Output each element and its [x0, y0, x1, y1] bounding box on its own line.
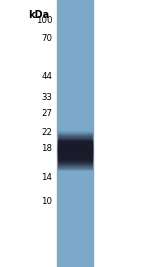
Text: 27: 27	[42, 109, 52, 118]
Text: 70: 70	[42, 34, 52, 43]
Bar	[58, 140, 92, 143]
Text: kDa: kDa	[28, 10, 50, 20]
Text: 14: 14	[42, 173, 52, 182]
Bar	[58, 163, 92, 166]
Bar	[58, 142, 92, 144]
Text: 33: 33	[42, 93, 52, 102]
Bar	[58, 139, 92, 142]
Bar	[58, 161, 92, 164]
Bar	[58, 144, 92, 147]
Bar	[58, 158, 92, 161]
Bar	[58, 137, 92, 139]
Bar	[58, 164, 92, 167]
Bar	[58, 138, 92, 140]
Bar	[58, 159, 92, 162]
Bar	[58, 155, 92, 158]
Bar	[58, 133, 92, 136]
Text: 44: 44	[42, 72, 52, 81]
Bar	[58, 135, 92, 138]
Bar	[58, 155, 92, 157]
Bar	[58, 131, 92, 134]
Bar	[58, 157, 92, 160]
Bar	[58, 148, 92, 151]
Bar	[58, 153, 92, 155]
Bar	[58, 143, 92, 146]
Bar	[58, 149, 92, 152]
Bar	[58, 166, 92, 168]
Bar	[58, 139, 92, 141]
Bar	[58, 156, 92, 159]
Bar	[58, 132, 92, 135]
Bar	[58, 160, 92, 163]
Text: 18: 18	[42, 144, 52, 153]
Bar	[58, 167, 92, 170]
Bar	[58, 168, 92, 170]
Bar	[58, 152, 92, 154]
Bar	[58, 145, 92, 148]
Text: 10: 10	[42, 197, 52, 206]
Bar	[58, 151, 92, 154]
Text: 100: 100	[36, 15, 52, 25]
Bar	[58, 134, 92, 136]
Bar	[58, 150, 92, 152]
Bar	[62, 0, 88, 267]
Text: 22: 22	[42, 128, 52, 137]
Bar	[57, 0, 93, 267]
Bar	[58, 162, 92, 165]
Bar	[58, 146, 92, 149]
Bar	[58, 154, 92, 156]
Bar	[58, 147, 92, 150]
Bar	[58, 165, 92, 168]
Bar	[58, 142, 92, 145]
Bar	[58, 136, 92, 138]
